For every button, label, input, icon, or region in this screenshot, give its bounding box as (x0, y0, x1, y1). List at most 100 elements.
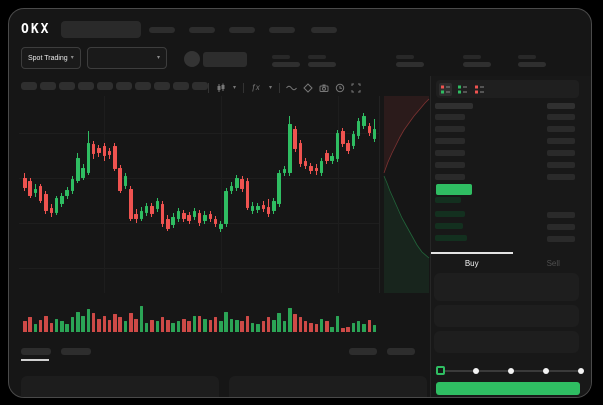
volume-bar (65, 323, 69, 332)
candle-body (182, 213, 186, 219)
tab-sell-label: Sell (546, 258, 560, 268)
timeframe-button[interactable] (173, 82, 189, 90)
total-field[interactable] (434, 331, 579, 353)
volume-bar (250, 322, 255, 332)
ask-price-placeholder[interactable] (435, 114, 465, 120)
ask-price-placeholder[interactable] (435, 138, 465, 144)
candle-body (49, 208, 53, 213)
chevron-down-icon[interactable]: ▾ (232, 85, 236, 91)
tab-sell[interactable]: Sell (513, 252, 592, 274)
bid-amount-placeholder[interactable] (547, 224, 575, 230)
timeframe-button[interactable] (135, 82, 151, 90)
candle-body (113, 146, 117, 169)
market-type-dropdown[interactable]: Spot Trading ▾ (21, 47, 81, 69)
okx-logo[interactable]: OKX (21, 22, 51, 37)
timeframe-button[interactable] (21, 82, 37, 90)
volume-bar (176, 321, 181, 332)
ask-amount-placeholder[interactable] (547, 138, 575, 144)
volume-bar (60, 321, 64, 332)
candle-body (229, 186, 234, 191)
bid-price-placeholder[interactable] (435, 235, 467, 241)
book-asks-icon[interactable] (473, 83, 486, 96)
candle-body (208, 214, 212, 219)
bid-amount-placeholder[interactable] (547, 236, 575, 242)
buy-submit-button[interactable] (436, 382, 580, 395)
alarm-icon[interactable] (334, 82, 345, 93)
slider-stop[interactable] (436, 366, 445, 375)
chart-bottom-tab[interactable] (61, 348, 91, 355)
bid-price-placeholder[interactable] (435, 197, 461, 203)
volume-bar (229, 318, 234, 332)
timeframe-button[interactable] (59, 82, 75, 90)
candle-body (171, 217, 175, 225)
bid-price-placeholder[interactable] (435, 211, 465, 217)
bid-amount-placeholder[interactable] (547, 212, 575, 218)
slider-stop[interactable] (508, 368, 514, 374)
timeframe-button[interactable] (154, 82, 170, 90)
nav-item-placeholder[interactable] (229, 27, 255, 33)
ask-amount-placeholder[interactable] (547, 150, 575, 156)
nav-item-placeholder[interactable] (269, 27, 295, 33)
nav-item-placeholder[interactable] (149, 27, 175, 33)
volume-bar (272, 319, 276, 332)
ask-price-placeholder[interactable] (435, 126, 465, 132)
slider-stop[interactable] (578, 368, 584, 374)
chart-bottom-tab[interactable] (21, 348, 51, 355)
candle-body (272, 201, 276, 211)
indicators-icon[interactable]: ƒx (251, 83, 260, 92)
volume-bar (356, 321, 361, 332)
line-style-icon[interactable] (286, 82, 297, 93)
candle-body (240, 179, 244, 189)
amount-field[interactable] (434, 305, 579, 327)
bid-price-placeholder[interactable] (435, 223, 463, 229)
volume-panel (19, 301, 379, 332)
candle-body (123, 176, 128, 186)
stat-value-placeholder (272, 62, 300, 67)
chart-option-toggle[interactable] (349, 348, 377, 355)
candle-body (155, 201, 159, 209)
nav-item-placeholder[interactable] (189, 27, 215, 33)
ask-amount-placeholder[interactable] (547, 174, 575, 180)
camera-icon[interactable] (318, 82, 329, 93)
draw-tool-icon[interactable] (302, 82, 313, 93)
candle-body (134, 214, 138, 219)
pair-name-placeholder[interactable] (203, 52, 247, 67)
candlestick-chart[interactable] (19, 96, 379, 293)
chevron-down-icon[interactable]: ▾ (268, 85, 272, 91)
pair-selector-dropdown[interactable]: ▾ (87, 47, 167, 69)
volume-bar (351, 322, 356, 332)
price-field[interactable] (434, 273, 579, 301)
timeframe-button[interactable] (78, 82, 94, 90)
volume-bar (219, 321, 223, 332)
slider-stop[interactable] (543, 368, 549, 374)
chart-option-toggle[interactable] (387, 348, 415, 355)
volume-bar (33, 323, 38, 332)
ask-price-placeholder[interactable] (435, 174, 465, 180)
candle-body (367, 126, 371, 133)
candle-body (81, 168, 85, 178)
candle-body (250, 206, 255, 211)
ask-amount-placeholder[interactable] (547, 126, 575, 132)
timeframe-button[interactable] (192, 82, 208, 90)
slider-stop[interactable] (473, 368, 479, 374)
volume-bar (288, 307, 292, 332)
volume-bar (182, 318, 186, 332)
book-bids-icon[interactable] (456, 83, 469, 96)
timeframe-button[interactable] (40, 82, 56, 90)
coin-avatar[interactable] (184, 51, 200, 67)
tab-buy[interactable]: Buy (431, 252, 513, 274)
candle-style-icon[interactable] (215, 82, 226, 93)
fullscreen-icon[interactable] (350, 82, 361, 93)
nav-item-placeholder[interactable] (311, 27, 337, 33)
candle-body (319, 161, 324, 173)
book-combined-icon[interactable] (439, 82, 452, 96)
candle-body (261, 205, 265, 209)
timeframe-button[interactable] (116, 82, 132, 90)
search-input[interactable] (61, 21, 141, 38)
ask-amount-placeholder[interactable] (547, 162, 575, 168)
ask-amount-placeholder[interactable] (547, 114, 575, 120)
last-price-badge[interactable] (436, 184, 472, 195)
timeframe-button[interactable] (97, 82, 113, 90)
ask-price-placeholder[interactable] (435, 162, 465, 168)
ask-price-placeholder[interactable] (435, 150, 465, 156)
